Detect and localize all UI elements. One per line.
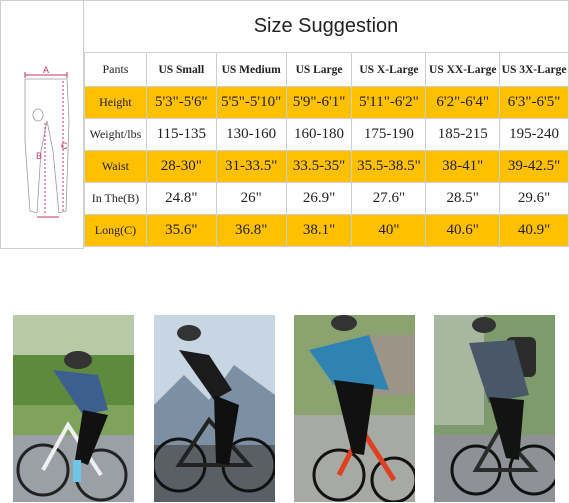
row-label: Long(C) — [84, 214, 147, 247]
cyclist-photo-1 — [13, 315, 134, 502]
table-row: Height 5'3"-5'6" 5'5"-5'10" 5'9"-6'1" 5'… — [84, 86, 569, 119]
pants-diagram: A B C — [0, 0, 84, 249]
table-cell: 40.9" — [499, 214, 569, 247]
table-cell: 26" — [215, 182, 287, 215]
header-cell: US Large — [285, 52, 353, 87]
table-cell: 5'3"-5'6" — [145, 86, 217, 119]
label-b: B — [36, 151, 42, 161]
table-cell: 38.1" — [285, 214, 353, 247]
table-cell: 5'5"-5'10" — [215, 86, 287, 119]
size-chart: A B C Size Suggestion Pants US Small US … — [0, 0, 569, 250]
size-table: Pants US Small US Medium US Large US X-L… — [84, 52, 569, 247]
row-label: Weight/lbs — [84, 118, 147, 151]
header-row: Pants US Small US Medium US Large US X-L… — [84, 52, 569, 87]
table-cell: 36.8" — [215, 214, 287, 247]
table-cell: 6'2"-6'4" — [425, 86, 501, 119]
table-cell: 24.8" — [145, 182, 217, 215]
pants-outline-icon: A B C — [24, 65, 70, 218]
header-cell: US 3X-Large — [499, 52, 569, 87]
row-label: In The(B) — [84, 182, 147, 215]
cyclist-photo-2 — [154, 315, 275, 502]
table-row: Long(C) 35.6" 36.8" 38.1" 40" 40.6" 40.9… — [84, 214, 569, 247]
header-cell: US Small — [145, 52, 217, 87]
table-cell: 195-240 — [499, 118, 569, 151]
header-cell: US X-Large — [351, 52, 427, 87]
table-cell: 33.5-35" — [285, 150, 353, 183]
table-cell: 27.6" — [351, 182, 427, 215]
header-cell: US Medium — [215, 52, 287, 87]
table-cell: 26.9" — [285, 182, 353, 215]
label-a: A — [43, 65, 49, 75]
table-cell: 29.6" — [499, 182, 569, 215]
table-cell: 40.6" — [425, 214, 501, 247]
table-row: In The(B) 24.8" 26" 26.9" 27.6" 28.5" 29… — [84, 182, 569, 215]
cyclist-photo-4 — [434, 315, 555, 502]
table-cell: 130-160 — [215, 118, 287, 151]
header-cell: US XX-Large — [425, 52, 501, 87]
table-cell: 28.5" — [425, 182, 501, 215]
label-c: C — [61, 141, 68, 151]
table-cell: 28-30" — [145, 150, 217, 183]
table-cell: 35.5-38.5" — [351, 150, 427, 183]
header-cell: Pants — [84, 52, 147, 87]
table-row: Waist 28-30" 31-33.5" 33.5-35" 35.5-38.5… — [84, 150, 569, 183]
table-cell: 38-41" — [425, 150, 501, 183]
chart-title: Size Suggestion — [84, 0, 569, 52]
table-row: Weight/lbs 115-135 130-160 160-180 175-1… — [84, 118, 569, 151]
cyclist-photo-3 — [294, 315, 415, 502]
table-cell: 5'11"-6'2" — [351, 86, 427, 119]
table-cell: 39-42.5" — [499, 150, 569, 183]
table-cell: 40" — [351, 214, 427, 247]
table-cell: 31-33.5" — [215, 150, 287, 183]
table-cell: 6'3"-6'5" — [499, 86, 569, 119]
table-cell: 115-135 — [145, 118, 217, 151]
table-cell: 5'9"-6'1" — [285, 86, 353, 119]
table-cell: 185-215 — [425, 118, 501, 151]
table-cell: 35.6" — [145, 214, 217, 247]
table-cell: 160-180 — [285, 118, 353, 151]
row-label: Waist — [84, 150, 147, 183]
table-cell: 175-190 — [351, 118, 427, 151]
row-label: Height — [84, 86, 147, 119]
